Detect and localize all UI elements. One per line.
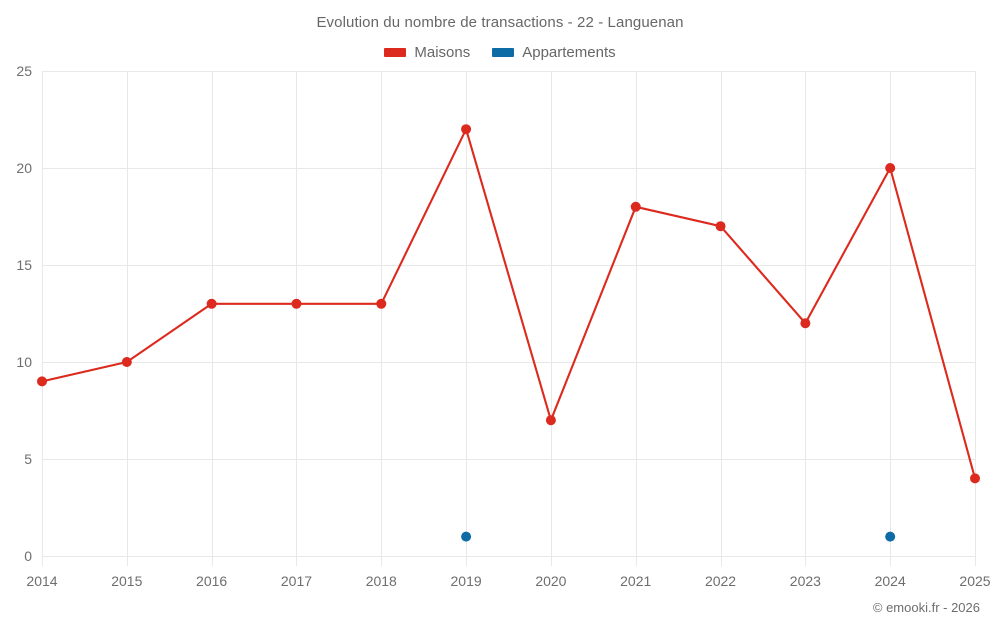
data-point[interactable] — [461, 531, 472, 542]
x-tick-label: 2021 — [620, 573, 651, 589]
x-tick-label: 2023 — [790, 573, 821, 589]
x-tick-label: 2024 — [875, 573, 906, 589]
x-tick-label: 2014 — [26, 573, 57, 589]
data-point[interactable] — [630, 201, 641, 212]
x-axis-tick-labels: 2014 2015 2016 2017 2018 2019 2020 2021 2022 2023… — [26, 573, 990, 589]
legend-swatch-appartements — [492, 48, 515, 57]
data-point[interactable] — [545, 415, 556, 426]
data-point[interactable] — [37, 376, 47, 387]
data-point[interactable] — [885, 531, 896, 542]
x-tick-label: 2020 — [535, 573, 566, 589]
data-point[interactable] — [461, 124, 472, 135]
data-point[interactable] — [800, 318, 811, 329]
chart-legend: Maisons Appartements — [0, 44, 1000, 61]
x-tick-label: 2019 — [451, 573, 482, 589]
data-point[interactable] — [121, 357, 132, 367]
legend-item-maisons[interactable]: Maisons — [384, 44, 470, 61]
data-point[interactable] — [206, 298, 217, 309]
y-tick-label: 25 — [16, 63, 32, 79]
y-tick-label: 15 — [16, 257, 32, 273]
x-tick-label: 2017 — [281, 573, 312, 589]
gridlines — [42, 71, 976, 566]
data-point[interactable] — [970, 473, 980, 484]
y-axis-tick-labels: 0 5 10 15 20 25 — [16, 63, 32, 564]
x-tick-label: 2015 — [111, 573, 142, 589]
series-line — [40, 128, 977, 480]
series-appartements — [461, 531, 896, 542]
data-point[interactable] — [291, 298, 302, 309]
y-tick-label: 0 — [24, 548, 32, 564]
y-tick-label: 5 — [24, 451, 32, 467]
data-series-layer — [37, 124, 980, 542]
chart-title: Evolution du nombre de transactions - 22… — [316, 14, 684, 31]
y-tick-label: 20 — [16, 160, 32, 176]
y-tick-label: 10 — [16, 354, 32, 370]
x-tick-label: 2025 — [959, 573, 990, 589]
legend-label-appartements: Appartements — [522, 44, 616, 61]
x-tick-label: 2018 — [366, 573, 397, 589]
series-maisons — [37, 124, 980, 484]
legend-label-maisons: Maisons — [414, 44, 471, 61]
data-point[interactable] — [376, 298, 387, 309]
x-tick-label: 2022 — [705, 573, 736, 589]
data-point[interactable] — [885, 163, 896, 173]
data-point[interactable] — [715, 221, 726, 232]
x-tick-label: 2016 — [196, 573, 227, 589]
legend-item-appartements[interactable]: Appartements — [492, 44, 616, 61]
legend-swatch-maisons — [384, 48, 407, 57]
copyright-footer: © emooki.fr - 2026 — [872, 600, 980, 615]
